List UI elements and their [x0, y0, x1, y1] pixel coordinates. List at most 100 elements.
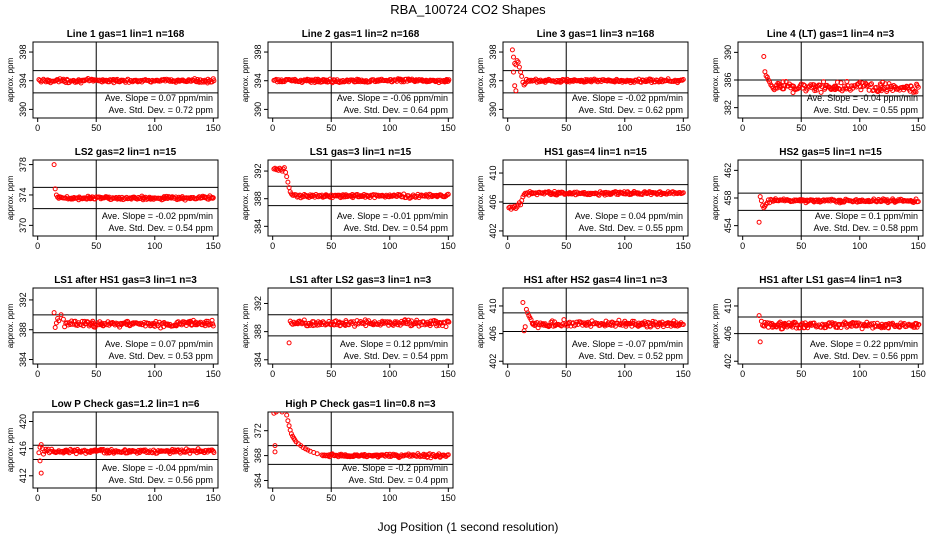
- data-point: [273, 412, 279, 415]
- data-point: [210, 195, 216, 201]
- data-point: [279, 412, 285, 415]
- slope-stat: Ave. Slope = -0.01 ppm/min: [337, 211, 448, 221]
- std-dev-stat: Ave. Std. Dev. = 0.64 ppm: [344, 105, 448, 115]
- panel-8: HS2 gas=5 lin=1 n=15 0 50 100 150 454 458 462ap…: [711, 147, 926, 251]
- panel-2: Line 2 gas=1 lin=2 n=168 0 50 100 150 390 394 3…: [241, 29, 456, 133]
- data-point: [51, 162, 57, 168]
- x-tick-label: 0: [505, 123, 510, 133]
- x-tick-label: 0: [740, 369, 745, 379]
- data-point: [320, 319, 326, 325]
- y-axis-label: approx. ppm: [711, 175, 720, 220]
- y-tick-label: 388: [253, 324, 263, 339]
- data-point: [522, 324, 528, 330]
- plot-frame: [267, 41, 454, 119]
- data-point: [511, 69, 516, 75]
- x-tick-label: 0: [740, 123, 745, 133]
- figure-xlabel: Jog Position (1 second resolution): [378, 520, 559, 534]
- data-point: [509, 47, 515, 53]
- plot-frame: [32, 41, 219, 119]
- data-point: [211, 450, 217, 456]
- panel-title: LS1 after LS2 gas=3 lin=1 n=3: [290, 275, 432, 286]
- data-points: [36, 442, 217, 476]
- data-point: [857, 84, 863, 90]
- data-point: [795, 86, 801, 92]
- y-tick-label: 420: [18, 414, 28, 429]
- plot-frame: [32, 411, 219, 489]
- x-tick-label: 150: [911, 369, 926, 379]
- plot-frame: [502, 287, 689, 365]
- data-point: [602, 192, 608, 198]
- y-axis-label: approx. ppm: [711, 303, 720, 348]
- y-axis-label: approx. ppm: [476, 303, 485, 348]
- y-axis-label: approx. ppm: [711, 57, 720, 102]
- y-tick-label: 392: [253, 296, 263, 311]
- x-tick-label: 100: [617, 123, 632, 133]
- figure-title: RBA_100724 CO2 Shapes: [390, 2, 546, 17]
- slope-stat: Ave. Slope = -0.04 ppm/min: [102, 463, 213, 473]
- data-point: [36, 450, 42, 456]
- data-point: [516, 64, 522, 70]
- x-tick-label: 0: [270, 241, 275, 251]
- data-point: [819, 321, 825, 327]
- data-points: [271, 412, 451, 461]
- y-tick-label: 384: [18, 352, 28, 367]
- panel-11: HS1 after HS2 gas=4 lin=1 n=3 0 50 100 150 40…: [476, 275, 691, 379]
- data-point: [869, 81, 874, 87]
- data-points: [51, 310, 216, 331]
- y-axis-label: approx. ppm: [476, 175, 485, 220]
- x-tick-label: 50: [561, 241, 571, 251]
- x-tick-label: 100: [852, 123, 867, 133]
- data-point: [434, 323, 440, 329]
- y-tick-label: 390: [488, 102, 498, 117]
- y-tick-label: 390: [253, 102, 263, 117]
- data-point: [75, 78, 80, 84]
- data-point: [286, 340, 292, 346]
- data-point: [60, 316, 66, 322]
- x-tick-label: 150: [911, 123, 926, 133]
- y-tick-label: 402: [488, 354, 498, 369]
- data-point: [51, 310, 57, 316]
- y-axis-label: approx. ppm: [241, 427, 250, 472]
- x-tick-label: 50: [326, 241, 336, 251]
- data-point: [56, 318, 62, 324]
- data-point: [414, 317, 420, 323]
- panel-title: HS1 after LS1 gas=4 lin=1 n=3: [759, 275, 902, 286]
- data-point: [756, 313, 762, 319]
- x-tick-label: 50: [91, 493, 101, 503]
- plot-frame: [32, 159, 219, 237]
- data-points: [271, 76, 452, 86]
- std-dev-stat: Ave. Std. Dev. = 0.53 ppm: [109, 351, 213, 361]
- data-point: [815, 83, 821, 89]
- data-point: [284, 174, 290, 180]
- data-point: [523, 191, 529, 197]
- std-dev-stat: Ave. Std. Dev. = 0.58 ppm: [814, 223, 918, 233]
- slope-stat: Ave. Slope = 0.04 ppm/min: [575, 211, 683, 221]
- data-point: [512, 83, 518, 89]
- slope-stat: Ave. Slope = -0.02 ppm/min: [102, 211, 213, 221]
- panel-10: LS1 after LS2 gas=3 lin=1 n=3 0 50 100 150 38…: [241, 275, 456, 379]
- y-tick-label: 402: [723, 354, 733, 369]
- data-point: [869, 321, 874, 327]
- slope-stat: Ave. Slope = -0.06 ppm/min: [337, 93, 448, 103]
- data-point: [211, 78, 217, 84]
- x-tick-label: 50: [796, 123, 806, 133]
- x-tick-label: 150: [206, 241, 221, 251]
- data-point: [288, 431, 294, 437]
- data-point: [58, 312, 64, 318]
- y-tick-label: 390: [18, 102, 28, 117]
- y-tick-label: 398: [18, 45, 28, 60]
- data-point: [764, 74, 770, 80]
- std-dev-stat: Ave. Std. Dev. = 0.54 ppm: [344, 351, 448, 361]
- y-tick-label: 374: [18, 187, 28, 202]
- data-point: [915, 84, 921, 90]
- x-tick-label: 50: [561, 123, 571, 133]
- std-dev-stat: Ave. Std. Dev. = 0.56 ppm: [814, 351, 918, 361]
- x-tick-label: 150: [911, 241, 926, 251]
- y-axis-label: approx. ppm: [241, 175, 250, 220]
- y-tick-label: 394: [18, 73, 28, 88]
- x-tick-label: 100: [617, 241, 632, 251]
- x-tick-label: 50: [561, 369, 571, 379]
- x-tick-label: 100: [382, 493, 397, 503]
- panel-9: LS1 after HS1 gas=3 lin=1 n=3 0 50 100 150 38…: [6, 275, 221, 379]
- data-point: [518, 69, 524, 75]
